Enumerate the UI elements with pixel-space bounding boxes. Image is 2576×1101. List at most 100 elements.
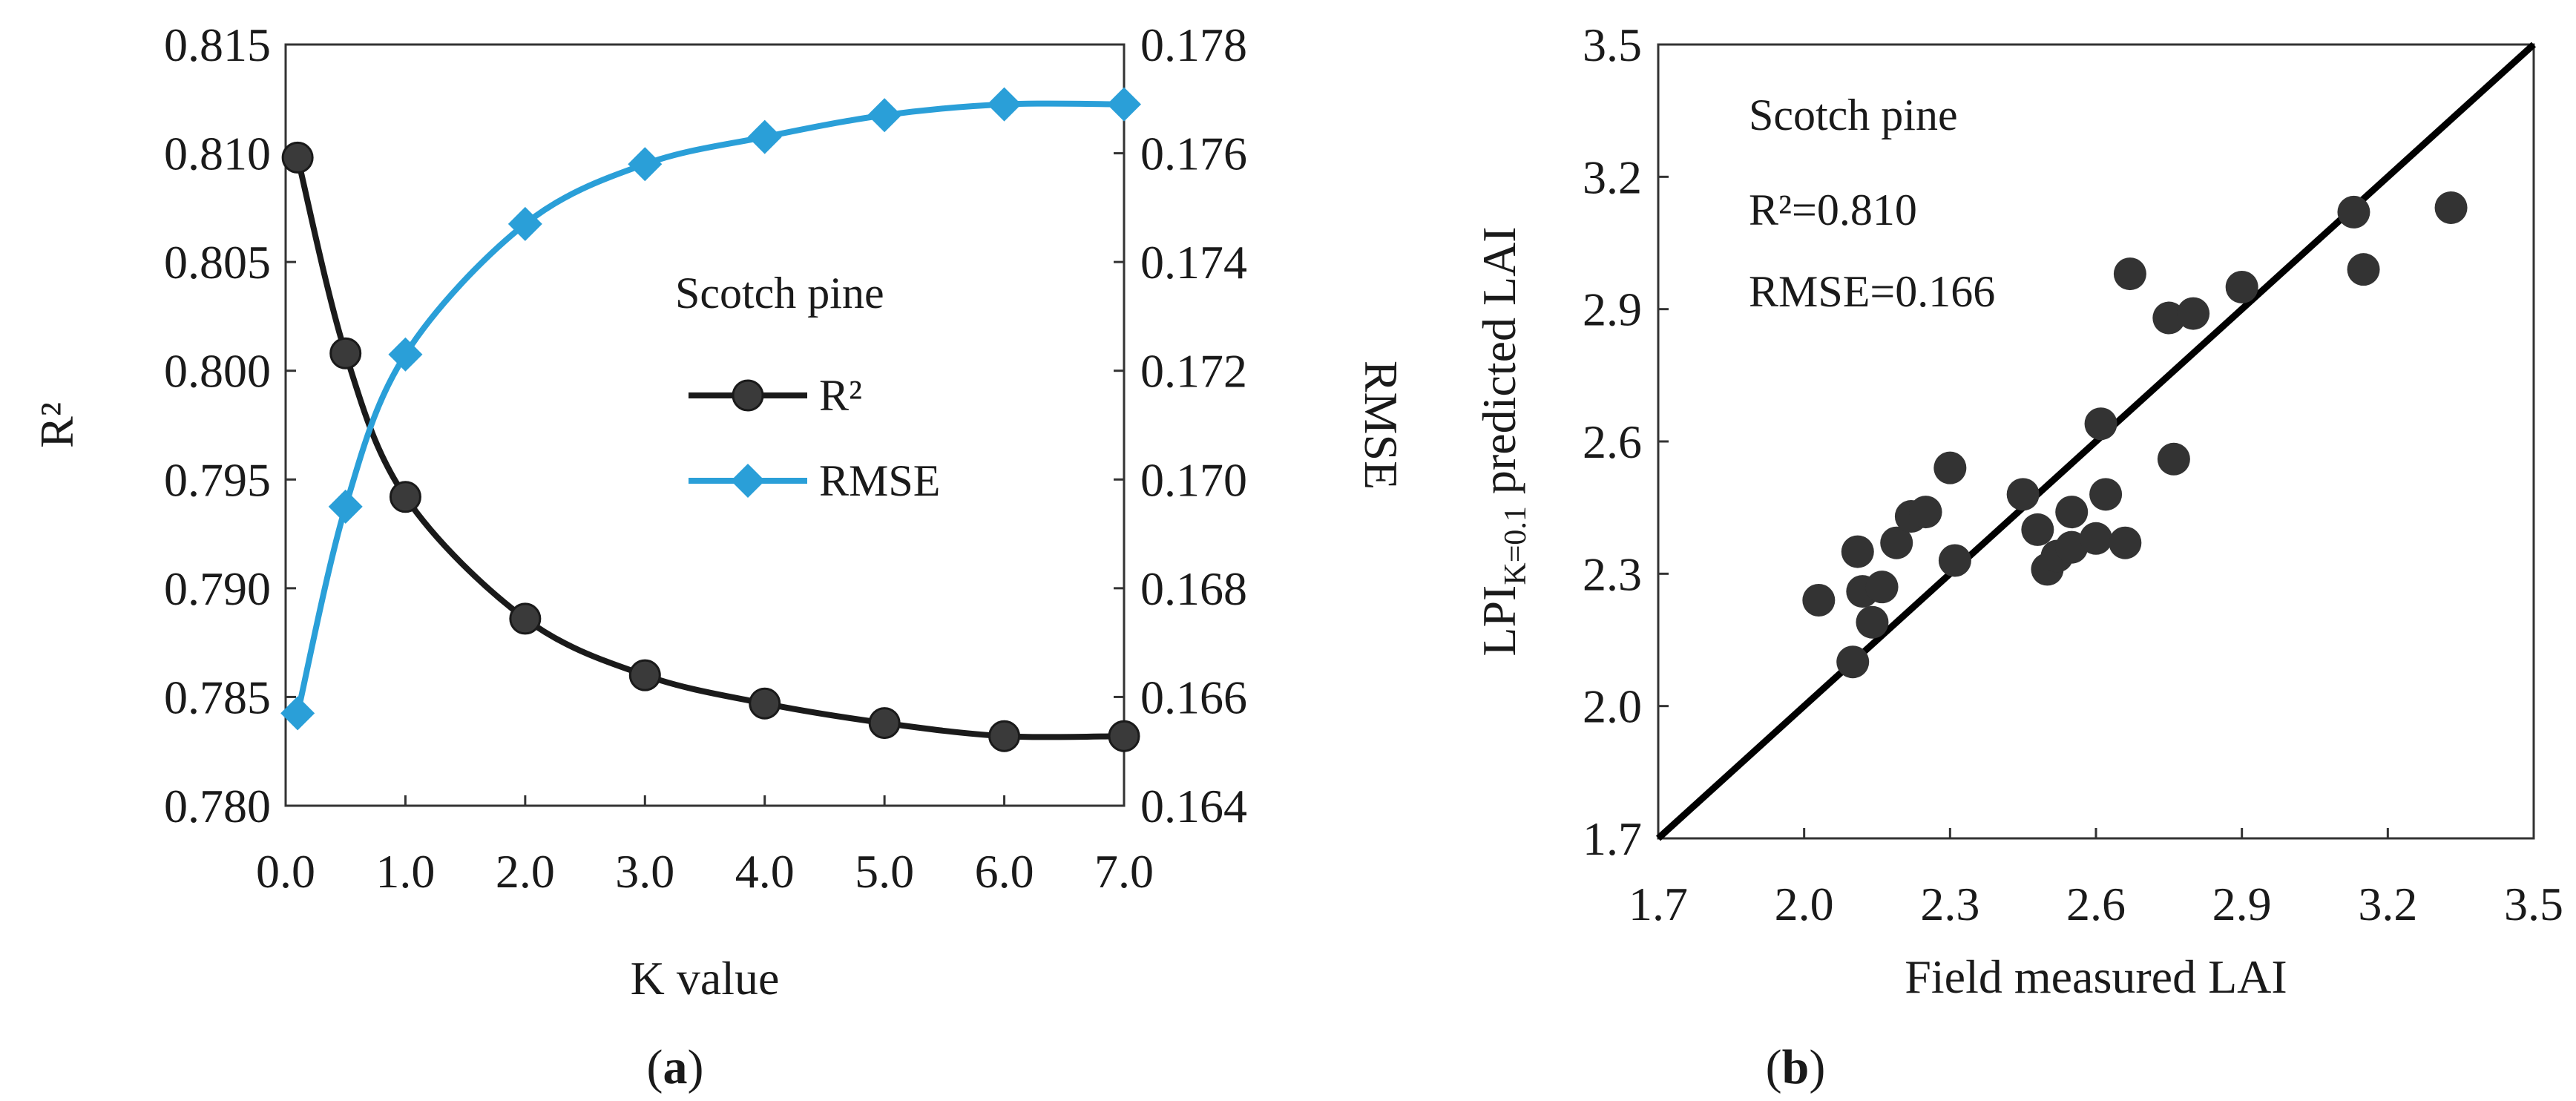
rmse-data-point: [1107, 87, 1141, 122]
panel-b-x-tick-label: 3.2: [2358, 878, 2417, 930]
panel-a-label: (a): [647, 1040, 704, 1094]
rmse-data-point: [867, 98, 902, 133]
panel-a-chart: 0.0 1.0 2.0 3.0 4.0 5.0 6.0 7.0 0.780 0.785 0.790…: [30, 19, 1407, 1094]
r2-data-point: [329, 337, 362, 369]
legend-rmse-marker: [731, 464, 765, 498]
panel-a-x-tick-label: 1.0: [375, 845, 435, 898]
panel-b-y-tick-label: 3.2: [1583, 151, 1642, 203]
panel-a-right-y-tick-label: 0.170: [1140, 453, 1247, 506]
panel-b-label: (b): [1766, 1040, 1826, 1094]
r2-data-point: [988, 720, 1021, 752]
rmse-data-point: [628, 147, 663, 182]
scatter-point: [1802, 584, 1836, 617]
scatter-point: [2347, 253, 2380, 286]
scatter-point: [2152, 301, 2186, 335]
r2-data-point: [509, 602, 542, 635]
panel-b-y-tick-label: 2.6: [1583, 415, 1642, 468]
panel-a-x-tick-label: 5.0: [855, 845, 914, 898]
panel-b-x-tick-label: 3.5: [2504, 878, 2563, 930]
panel-b-x-axis-title: Field measured LAI: [1905, 950, 2287, 1003]
panel-a-x-axis-title: K value: [631, 952, 780, 1005]
panel-b-y-tick-label: 2.0: [1583, 680, 1642, 733]
scatter-point: [1865, 571, 1899, 604]
rmse-data-point: [747, 119, 782, 154]
panel-a-x-tick-label: 2.0: [496, 845, 555, 898]
one-to-one-line: [1655, 42, 2537, 841]
panel-b-x-tick-label: 2.0: [1775, 878, 1834, 930]
panel-a-left-y-tick-label: 0.815: [164, 19, 271, 71]
scatter-point: [2113, 257, 2146, 291]
panel-b-y-tick-label: 3.5: [1583, 19, 1642, 71]
rmse-data-point: [328, 489, 363, 524]
r2-data-point: [749, 687, 781, 720]
scatter-point: [2157, 442, 2190, 476]
rmse-data-point: [987, 87, 1022, 122]
panel-a-left-y-tick-label: 0.780: [164, 780, 271, 832]
panel-b-x-tick-label: 2.9: [2212, 878, 2272, 930]
panel-a-left-y-tick-label: 0.800: [164, 345, 271, 398]
scatter-point: [1856, 605, 1889, 639]
panel-a-right-y-tick-label: 0.164: [1140, 780, 1247, 832]
panel-b-x-tick-label: 2.6: [2066, 878, 2126, 930]
scatter-point: [2084, 407, 2117, 441]
panel-a-right-y-tick-label: 0.176: [1140, 128, 1247, 180]
panel-b-annotation-title: Scotch pine: [1749, 91, 1958, 139]
panel-a-right-y-tick-label: 0.172: [1140, 345, 1247, 398]
scatter-point: [2089, 478, 2123, 511]
scatter-point: [1836, 645, 1870, 679]
scatter-point: [2225, 270, 2258, 303]
r2-series-line: [295, 157, 1125, 740]
panel-a-left-y-tick-label: 0.810: [164, 128, 271, 180]
scatter-point: [2006, 478, 2040, 511]
panel-b-annotation-rmse: RMSE=0.166: [1749, 267, 1995, 316]
rmse-data-point: [507, 206, 542, 241]
scatter-point: [1841, 535, 1874, 568]
panel-a-left-y-tick-label: 0.805: [164, 236, 271, 289]
legend-r2-label: R²: [819, 371, 862, 420]
panel-a-x-tick-label: 0.0: [256, 845, 315, 898]
panel-b-y-tick-label: 2.9: [1583, 283, 1642, 336]
panel-a-legend: R² RMSE: [689, 371, 940, 505]
panel-b-x-tick-label: 1.7: [1629, 878, 1688, 930]
r2-data-point: [1108, 720, 1140, 752]
scatter-point: [2177, 297, 2210, 330]
legend-r2-marker: [732, 379, 764, 412]
scatter-point: [2109, 526, 2142, 559]
panel-a-plot-frame: [284, 43, 1126, 807]
panel-b-annotation-r2: R²=0.810: [1749, 185, 1917, 234]
r2-data-point: [628, 659, 661, 691]
rmse-data-point: [388, 337, 423, 372]
panel-a-annotation: Scotch pine: [675, 269, 884, 318]
r2-data-point: [389, 481, 421, 513]
panel-a-left-y-tick-label: 0.790: [164, 562, 271, 615]
panel-a-x-tick-label: 6.0: [975, 845, 1034, 898]
scatter-point: [2434, 191, 2468, 224]
panel-a-left-y-tick-label: 0.785: [164, 671, 271, 723]
panel-b-y-tick-label: 2.3: [1583, 548, 1642, 600]
scatter-point: [1909, 496, 1942, 529]
r2-data-point: [281, 141, 314, 174]
r2-data-point: [868, 707, 901, 740]
panel-b-chart: 1.7 2.0 2.3 2.6 2.9 3.2 3.5 1.7 2.0 2.3 2.6 2.9 3.2…: [1473, 19, 2563, 1094]
panel-a-right-y-tick-label: 0.168: [1140, 562, 1247, 615]
panel-a-x-tick-label: 7.0: [1094, 845, 1154, 898]
scatter-point: [1933, 451, 1967, 484]
scatter-point: [2055, 496, 2089, 529]
panel-a-right-y-axis-title: RMSE: [1355, 361, 1407, 490]
rmse-data-point: [280, 696, 315, 731]
scatter-point: [2021, 513, 2054, 546]
panel-a-left-y-tick-label: 0.795: [164, 453, 271, 506]
panel-a-left-y-axis-title: R²: [30, 402, 83, 448]
rmse-series-line: [295, 100, 1125, 714]
panel-a-right-y-tick-label: 0.166: [1140, 671, 1247, 723]
panel-a-right-y-tick-label: 0.174: [1140, 236, 1247, 289]
panel-b-x-tick-label: 2.3: [1920, 878, 1979, 930]
panel-b-y-tick-label: 1.7: [1583, 812, 1642, 865]
scatter-point: [1938, 544, 1971, 577]
scatter-point: [2080, 522, 2112, 555]
scatter-point: [1880, 526, 1913, 559]
panel-a-x-tick-label: 4.0: [735, 845, 795, 898]
panel-a-x-tick-label: 3.0: [615, 845, 674, 898]
scatter-point: [2337, 195, 2370, 229]
